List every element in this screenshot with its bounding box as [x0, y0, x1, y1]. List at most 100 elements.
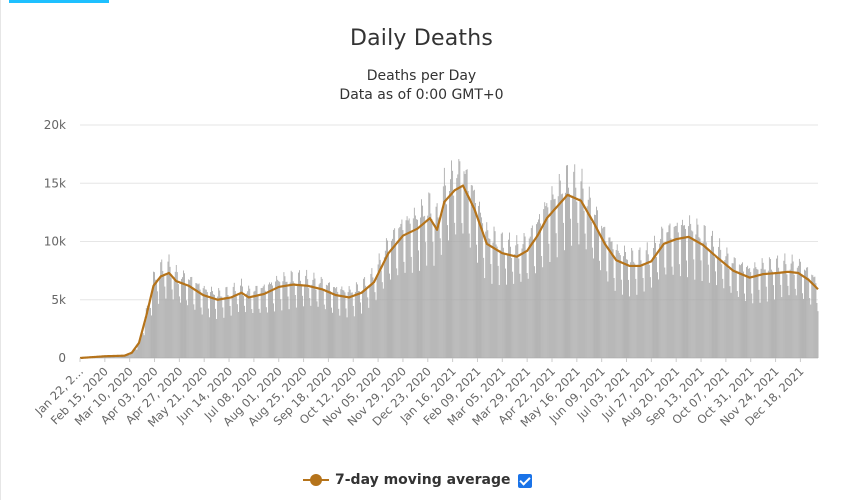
daily-bar	[752, 303, 754, 358]
daily-bar	[238, 292, 240, 358]
daily-bar	[120, 356, 122, 358]
daily-bar	[540, 223, 542, 358]
daily-bar	[797, 265, 799, 358]
daily-bar	[261, 287, 263, 358]
daily-bar	[381, 282, 383, 358]
daily-bar	[785, 264, 787, 358]
daily-bar	[625, 251, 626, 358]
daily-bar	[644, 263, 646, 358]
daily-bar	[801, 275, 802, 358]
daily-bar	[705, 242, 707, 358]
daily-bar	[174, 271, 176, 358]
daily-bar	[249, 288, 251, 358]
daily-bar	[407, 220, 409, 358]
daily-bar	[764, 269, 766, 358]
daily-bar	[596, 206, 597, 358]
daily-bar	[122, 356, 123, 358]
daily-bar	[363, 278, 365, 358]
daily-bar	[285, 281, 287, 358]
daily-bar	[401, 219, 403, 358]
daily-bar	[745, 301, 746, 358]
daily-bar	[151, 315, 152, 358]
daily-bar	[645, 250, 647, 358]
daily-bar	[265, 307, 267, 358]
daily-bar	[358, 290, 359, 358]
daily-bar	[330, 291, 331, 358]
daily-bar	[464, 174, 466, 358]
daily-bar	[714, 257, 715, 358]
daily-bar	[569, 193, 570, 358]
daily-bar	[488, 238, 490, 358]
daily-bar	[256, 285, 258, 358]
daily-bar	[760, 268, 762, 358]
daily-bar	[113, 356, 115, 358]
daily-bar	[267, 284, 269, 358]
daily-bar	[747, 265, 749, 358]
daily-bar	[794, 288, 796, 358]
daily-bar	[523, 233, 525, 358]
daily-bar	[266, 312, 268, 358]
daily-bar	[308, 288, 310, 358]
daily-bar	[659, 243, 661, 358]
daily-bar	[805, 270, 806, 358]
daily-bar	[379, 259, 381, 358]
daily-bar	[541, 256, 543, 358]
daily-bar	[325, 284, 327, 358]
daily-bar	[501, 232, 503, 358]
daily-bar	[735, 271, 737, 358]
daily-bar	[544, 202, 546, 358]
daily-bar	[661, 226, 663, 358]
daily-bar	[456, 178, 458, 358]
daily-bar	[258, 308, 260, 358]
daily-bar	[694, 279, 696, 358]
daily-bar	[811, 274, 813, 358]
daily-bar	[340, 289, 342, 358]
daily-bar	[722, 278, 724, 358]
daily-bar	[376, 274, 378, 358]
daily-bar	[691, 230, 693, 358]
daily-bar	[634, 263, 636, 358]
daily-bar	[369, 285, 371, 358]
daily-bar	[198, 283, 200, 358]
daily-bar	[807, 267, 809, 358]
daily-bar	[196, 283, 198, 358]
daily-bar	[552, 194, 554, 358]
legend-checkbox[interactable]	[518, 474, 532, 488]
daily-bar	[442, 186, 444, 358]
daily-bar	[778, 267, 780, 358]
daily-bar	[527, 278, 529, 358]
daily-bar	[699, 238, 701, 358]
daily-bar	[210, 292, 211, 358]
legend-item-moving-average[interactable]: 7-day moving average	[303, 470, 511, 490]
legend-label[interactable]: 7-day moving average	[335, 472, 511, 488]
daily-bar	[796, 267, 798, 358]
daily-bar	[272, 285, 273, 358]
daily-bar	[685, 228, 686, 358]
daily-bar	[183, 270, 184, 358]
daily-bar	[607, 281, 609, 358]
daily-bar	[483, 257, 485, 358]
daily-bar	[658, 279, 660, 358]
daily-bar	[240, 285, 241, 358]
daily-bar	[708, 282, 710, 358]
chart-title: Daily Deaths	[349, 26, 494, 51]
daily-bar	[736, 291, 738, 358]
legend-line-marker-icon[interactable]	[303, 470, 329, 490]
daily-bar	[427, 215, 429, 358]
daily-bar	[759, 302, 761, 358]
daily-bar	[197, 284, 199, 358]
daily-bar	[400, 223, 402, 358]
daily-bar	[423, 216, 425, 358]
daily-bar	[482, 223, 484, 358]
daily-bar	[254, 290, 256, 358]
daily-bar	[380, 270, 382, 358]
daily-bar	[417, 219, 418, 358]
daily-bar	[189, 280, 191, 358]
daily-bar	[749, 268, 751, 358]
daily-bar	[655, 242, 656, 358]
daily-bar	[627, 259, 628, 358]
daily-bar	[263, 284, 265, 358]
daily-bar	[433, 265, 435, 358]
daily-bar	[224, 297, 226, 358]
daily-bar	[206, 292, 208, 358]
